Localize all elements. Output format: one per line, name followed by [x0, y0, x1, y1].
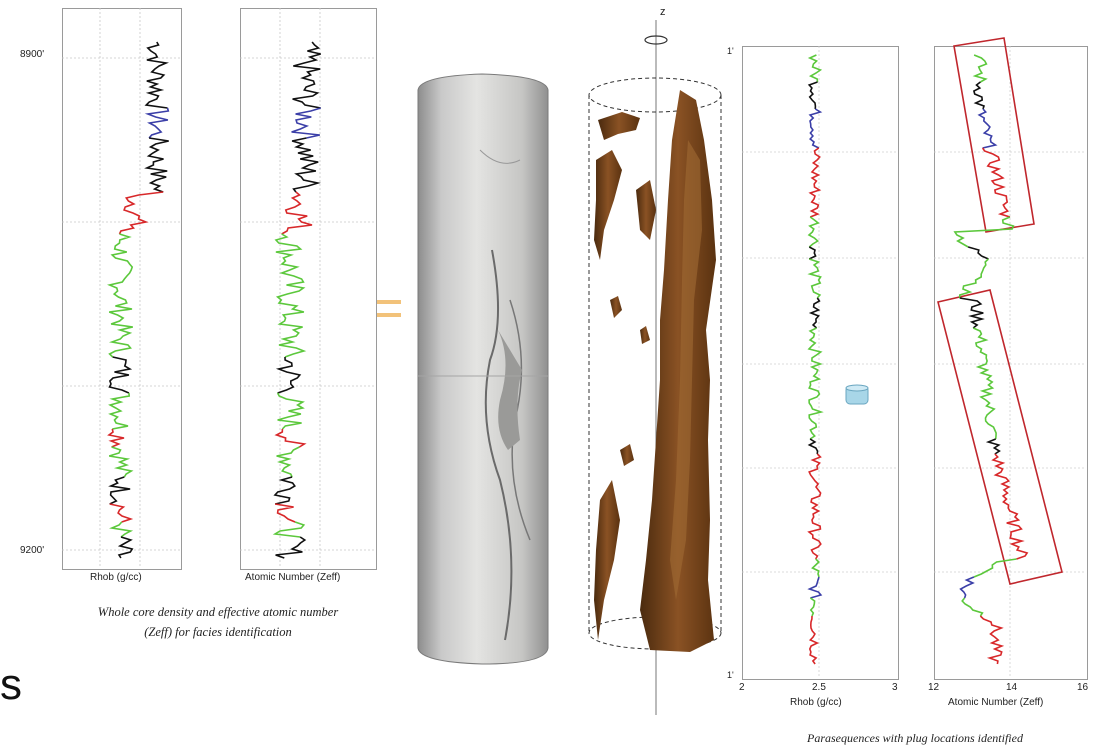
rotation-arrow [644, 35, 668, 45]
zeff-track-left [240, 8, 377, 570]
right-rhob-trace-segment [807, 576, 823, 599]
left-caption-line1: Whole core density and effective atomic … [97, 605, 339, 619]
right-rhob-trace-segment [808, 147, 822, 218]
left-zeff-trace-segment [275, 536, 307, 559]
right-zeff-trace-segment [959, 297, 985, 329]
right-caption: Parasequences with plug locations identi… [807, 731, 1023, 745]
left-rhob-trace-segment [107, 428, 125, 448]
rhob-track-right [742, 46, 899, 680]
left-rhob-trace-segment [144, 41, 169, 109]
rhob-tick-2-5: 2.5 [812, 682, 826, 693]
left-zeff-trace-segment [276, 392, 305, 430]
right-rhob-trace-segment [807, 54, 823, 83]
right-zeff-trace-segment [991, 453, 1029, 560]
zeff-tick-14: 14 [1006, 682, 1018, 693]
right-zeff-trace-segment [958, 258, 989, 299]
zeff-axis-title-left: Atomic Number (Zeff) [245, 572, 341, 583]
right-rhob-trace-segment [807, 438, 819, 455]
right-rhob-trace-segment [808, 615, 820, 665]
equals-sign [377, 300, 401, 317]
left-rhob-trace-segment [108, 521, 134, 538]
plug-location-boxes [937, 37, 1063, 585]
core-plug-icon [845, 384, 869, 405]
left-rhob-trace-segment [117, 536, 134, 559]
left-grid [62, 8, 375, 568]
left-rhob-trace-segment [108, 476, 131, 505]
left-rhob-trace-segment [144, 137, 169, 193]
left-rhob-trace-segment [118, 191, 164, 235]
right-zeff-trace-segment [977, 108, 998, 149]
right-rhob-trace-segment [809, 597, 816, 617]
right-rhob-trace-segment [808, 246, 817, 260]
log-traces [107, 41, 1029, 665]
zeff-tick-12: 12 [928, 682, 940, 693]
rhob-track-left [62, 8, 182, 570]
right-zeff-trace-segment [973, 558, 1017, 578]
right-rhob-trace-segment [808, 108, 823, 149]
left-rhob-trace-segment [108, 392, 131, 430]
right-rhob-trace-segment [807, 216, 820, 248]
right-depth-top: 1' [727, 46, 734, 56]
left-zeff-trace-segment [281, 191, 313, 235]
right-rhob-trace-segment [807, 81, 818, 110]
depth-label-bottom: 9200' [20, 545, 45, 556]
zeff-tick-16: 16 [1077, 682, 1089, 693]
z-axis-label: z [660, 6, 666, 18]
right-zeff-trace-segment [972, 54, 988, 83]
left-zeff-trace-segment [274, 503, 296, 523]
right-zeff-trace-segment [981, 147, 1011, 218]
rhob-tick-3: 3 [892, 682, 898, 693]
right-rhob-trace-segment [811, 558, 820, 578]
right-zeff-trace-segment [972, 327, 997, 440]
rhob-axis-title-left: Rhob (g/cc) [90, 572, 142, 583]
left-caption-line2: (Zeff) for facies identification [144, 625, 292, 639]
zeff-axis-title-right: Atomic Number (Zeff) [948, 697, 1044, 708]
left-zeff-trace-segment [291, 137, 321, 193]
left-zeff-trace-segment [274, 233, 307, 358]
depth-label-top: 8900' [20, 49, 45, 60]
rhob-tick-2: 2 [739, 682, 745, 693]
edge-letter: s [0, 660, 22, 709]
right-zeff-trace-segment [953, 216, 1015, 248]
left-rhob-trace-segment [107, 233, 134, 358]
right-zeff-trace-segment [959, 576, 975, 599]
right-rhob-trace-segment [807, 258, 822, 299]
right-zeff-trace-segment [972, 81, 986, 110]
core-cylinder [417, 73, 549, 665]
left-rhob-trace-segment [108, 446, 134, 478]
pore-highlight [670, 140, 702, 600]
left-zeff-trace-segment [276, 446, 300, 478]
right-rhob-trace-segment [808, 297, 821, 329]
left-zeff-trace-segment [273, 476, 296, 505]
right-rhob-trace-segment [807, 453, 822, 560]
right-grid [742, 46, 1086, 678]
right-zeff-trace-segment [967, 246, 989, 260]
right-zeff-trace-segment [961, 597, 984, 617]
left-rhob-trace-segment [144, 107, 170, 139]
right-depth-bottom: 1' [727, 670, 734, 680]
right-zeff-trace-segment [985, 438, 1001, 455]
left-rhob-trace-segment [109, 503, 134, 523]
left-zeff-trace-segment [275, 356, 302, 394]
left-zeff-trace-segment [274, 428, 307, 448]
left-zeff-trace-segment [272, 521, 306, 538]
rhob-axis-title-right: Rhob (g/cc) [790, 697, 842, 708]
left-caption: Whole core density and effective atomic … [48, 602, 388, 642]
left-zeff-trace-segment [292, 41, 321, 109]
left-zeff-trace-segment [291, 107, 321, 139]
left-rhob-trace-segment [108, 356, 133, 394]
right-rhob-trace-segment [807, 327, 824, 440]
right-zeff-trace-segment [979, 615, 1005, 665]
